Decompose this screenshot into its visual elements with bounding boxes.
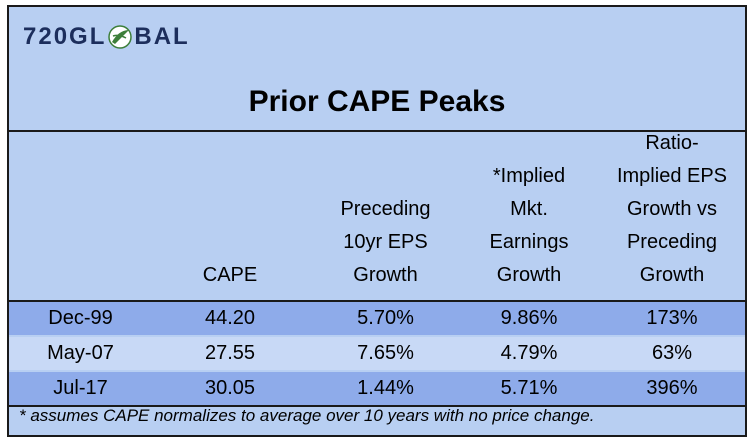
- cape-value: 30.05: [204, 377, 256, 399]
- logo-text-right: BAL: [134, 23, 190, 50]
- row-label: Dec-99: [48, 307, 113, 329]
- logo-text-left: 720GL: [23, 23, 107, 50]
- header-cape: CAPE: [202, 264, 258, 286]
- preceding-growth-value: 7.65%: [357, 342, 414, 364]
- header-ratio: Ratio- Implied EPS Growth vs Preceding G…: [616, 132, 728, 286]
- header-implied-growth: *Implied Mkt. Earnings Growth: [489, 165, 569, 286]
- table-row: Jul-17 30.05 1.44% 5.71% 396%: [9, 372, 745, 405]
- header-preceding-growth: Preceding 10yr EPS Growth: [340, 198, 431, 286]
- cape-value: 44.20: [204, 307, 256, 329]
- table-title: Prior CAPE Peaks: [248, 85, 506, 118]
- header-row: CAPE Preceding 10yr EPS Growth *Implied …: [9, 132, 749, 298]
- divider-footnote: [9, 405, 745, 407]
- ratio-value: 63%: [651, 342, 693, 364]
- globe-leaf-icon: [107, 24, 133, 50]
- row-label: May-07: [47, 342, 114, 364]
- footnote: * assumes CAPE normalizes to average ove…: [19, 406, 595, 425]
- preceding-growth-value: 1.44%: [357, 377, 414, 399]
- implied-growth-value: 5.71%: [500, 377, 558, 399]
- preceding-growth-value: 5.70%: [357, 307, 414, 329]
- implied-growth-value: 4.79%: [500, 342, 558, 364]
- table-frame: 720GL BAL Prior CAPE Peaks CAPE Precedin…: [7, 5, 747, 437]
- logo: 720GL BAL: [23, 21, 190, 53]
- row-label: Jul-17: [53, 377, 108, 399]
- ratio-value: 173%: [646, 307, 698, 329]
- cape-value: 27.55: [204, 342, 256, 364]
- table-row: May-07 27.55 7.65% 4.79% 63%: [9, 337, 745, 370]
- divider-top: [9, 130, 745, 132]
- implied-growth-value: 9.86%: [500, 307, 558, 329]
- table-row: Dec-99 44.20 5.70% 9.86% 173%: [9, 302, 745, 335]
- ratio-value: 396%: [646, 377, 698, 399]
- divider-header: [9, 300, 745, 302]
